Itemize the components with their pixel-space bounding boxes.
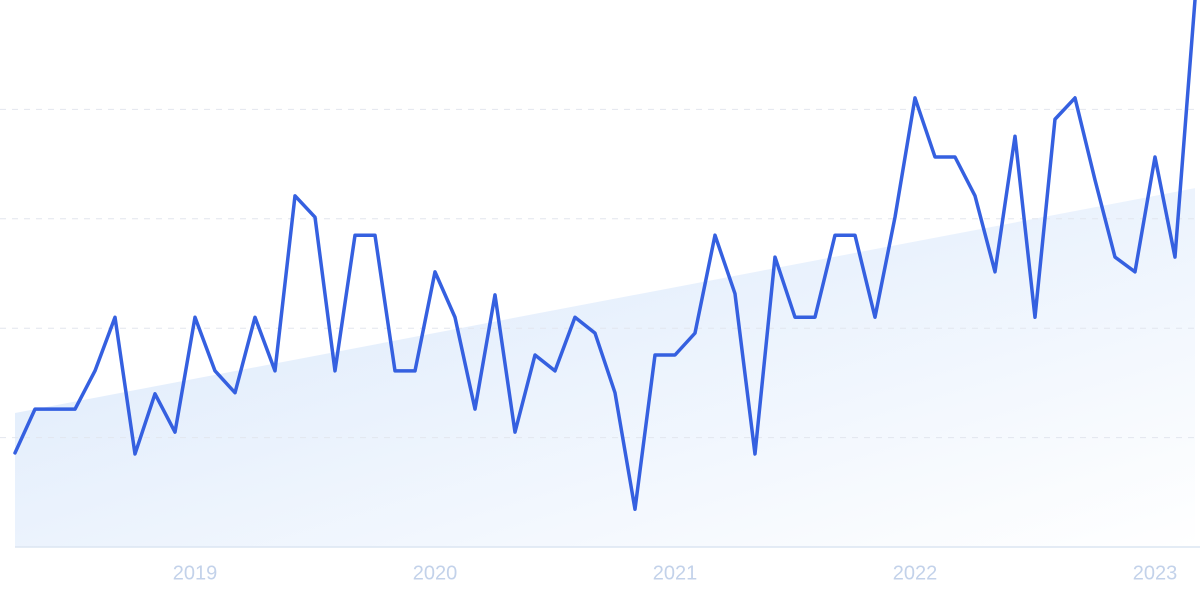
x-tick-label: 2020: [413, 562, 458, 584]
x-tick-label: 2023: [1133, 562, 1178, 584]
x-tick-label: 2019: [173, 562, 218, 584]
data-line: [13, 0, 1197, 512]
x-tick-label: 2021: [653, 562, 698, 584]
x-tick-label: 2022: [893, 562, 938, 584]
